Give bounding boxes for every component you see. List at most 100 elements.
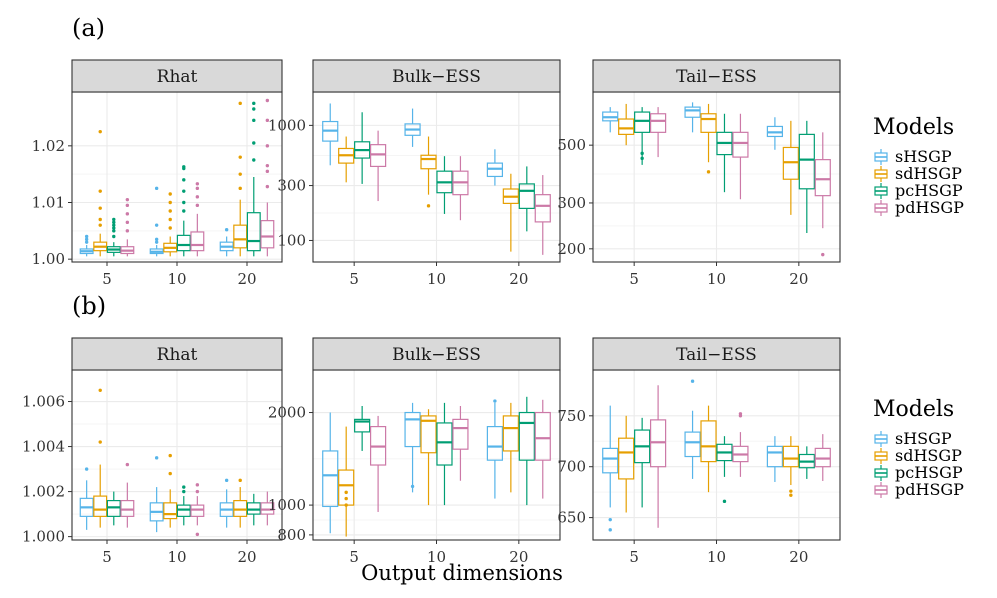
- outlier-point: [265, 184, 270, 189]
- box-sdhsgp-5: [93, 129, 108, 257]
- box-iqr: [404, 411, 421, 448]
- outlier-point: [182, 209, 186, 213]
- box-sdhsgp-10: [163, 453, 178, 528]
- box-iqr: [618, 437, 635, 480]
- y-tick-label: 300: [557, 194, 586, 212]
- panel-a-tail-ess: 200 300 500 5 10 20 Tail−ESS: [557, 59, 841, 288]
- outlier-point: [98, 388, 102, 392]
- strip: [312, 337, 561, 371]
- y-tick-label: 1000: [268, 116, 306, 134]
- y-tick-label: 1000: [268, 496, 306, 514]
- y-tick-label: 1.004: [22, 438, 65, 456]
- box-pchsgp-10: [436, 156, 453, 214]
- box-iqr: [233, 224, 248, 249]
- outlier-point: [195, 203, 200, 208]
- box-pdhsgp-5: [649, 107, 667, 158]
- outlier-point: [98, 440, 102, 444]
- outlier-point: [112, 223, 116, 227]
- panel-title: Bulk−ESS: [392, 67, 481, 87]
- legend-label: sHSGP: [895, 147, 952, 166]
- outlier-point: [98, 129, 102, 134]
- legend-label: pcHSGP: [895, 181, 963, 200]
- outlier-point: [84, 234, 89, 239]
- outlier-point: [98, 189, 102, 193]
- box-shsgp-5: [322, 412, 339, 534]
- strip: [71, 59, 283, 93]
- strip: [592, 337, 841, 371]
- box-pchsgp-10: [176, 485, 191, 526]
- outlier-point: [112, 220, 116, 225]
- outlier-point: [738, 412, 743, 416]
- outlier-point: [410, 484, 415, 489]
- box-shsgp-20: [219, 478, 234, 528]
- box-shsgp-10: [149, 186, 164, 257]
- box-iqr: [176, 234, 191, 252]
- box-sdhsgp-10: [700, 405, 717, 493]
- box-iqr: [684, 431, 701, 458]
- panel-title: Rhat: [157, 345, 198, 365]
- box-pdhsgp-5: [649, 385, 667, 528]
- outlier-point: [168, 200, 172, 205]
- box-pchsgp-5: [106, 491, 121, 526]
- y-tick-label: 650: [557, 509, 586, 527]
- box-iqr: [782, 146, 799, 180]
- y-tick-label: 1.002: [22, 483, 65, 501]
- outlier-point: [125, 220, 130, 225]
- outlier-point: [690, 379, 695, 383]
- box-iqr: [246, 212, 261, 252]
- outlier-point: [182, 178, 186, 182]
- outlier-point: [608, 528, 612, 532]
- panel-title: Tail−ESS: [676, 345, 757, 365]
- box-iqr: [649, 113, 667, 133]
- y-tick-label: 1.006: [22, 393, 65, 411]
- legend-label: sdHSGP: [895, 446, 962, 465]
- legend-item-pchsgp: pcHSGP: [874, 181, 963, 200]
- box-pchsgp-5: [354, 112, 371, 184]
- box-iqr: [420, 415, 437, 454]
- box-iqr: [93, 495, 108, 517]
- box-iqr: [766, 445, 784, 468]
- outlier-point: [182, 485, 186, 489]
- box-pchsgp-5: [634, 107, 651, 165]
- y-tick-label: 200: [557, 240, 586, 258]
- box-iqr: [602, 447, 619, 474]
- box-shsgp-5: [602, 405, 619, 532]
- y-tick-label: 300: [277, 177, 306, 195]
- outlier-point: [168, 192, 172, 196]
- box-pchsgp-20: [246, 493, 261, 526]
- x-tick-label: 10: [707, 270, 726, 288]
- outlier-point: [195, 195, 200, 199]
- x-tick-label: 5: [102, 548, 112, 566]
- x-tick-label: 5: [349, 548, 359, 566]
- box-pchsgp-5: [354, 406, 371, 451]
- box-shsgp-20: [486, 399, 504, 499]
- panel-b-tail-ess: 650 700 750 5 10 20 Tail−ESS: [557, 337, 841, 566]
- outlier-point: [238, 155, 242, 159]
- box-sdhsgp-10: [163, 192, 178, 257]
- row-label-a: (a): [72, 14, 105, 42]
- y-tick-label: 750: [557, 407, 586, 425]
- panel-title: Bulk−ESS: [392, 345, 481, 365]
- outlier-point: [112, 234, 116, 239]
- box-pdhsgp-20: [534, 175, 551, 255]
- outlier-point: [265, 118, 270, 123]
- outlier-point: [154, 456, 159, 460]
- box-shsgp-10: [684, 102, 701, 133]
- box-pdhsgp-10: [190, 483, 205, 537]
- y-tick-label: 500: [557, 136, 586, 154]
- x-tick-label: 10: [427, 548, 446, 566]
- x-tick-label: 10: [707, 548, 726, 566]
- box-sdhsgp-20: [502, 402, 519, 493]
- outlier-point: [84, 240, 89, 244]
- box-sdhsgp-5: [618, 415, 635, 513]
- outlier-point: [265, 169, 270, 174]
- box-sdhsgp-5: [93, 388, 108, 528]
- outlier-point: [125, 462, 130, 467]
- box-pchsgp-5: [634, 417, 651, 508]
- x-axis-title: Output dimensions: [361, 561, 563, 585]
- box-iqr: [190, 504, 205, 517]
- box-pdhsgp-5: [120, 462, 135, 528]
- outlier-point: [154, 223, 159, 227]
- box-shsgp-5: [79, 467, 94, 530]
